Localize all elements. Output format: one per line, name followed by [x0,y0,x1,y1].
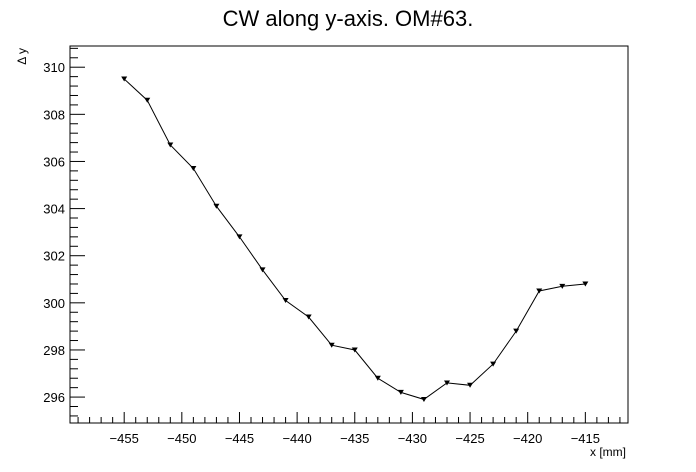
data-point [213,203,220,209]
chart-title: CW along y-axis. OM#63. [223,6,474,31]
x-axis-label: x [mm] [590,445,626,459]
data-point [582,281,589,287]
data-point [259,267,266,273]
data-series [121,76,589,402]
data-point [443,380,450,386]
data-point [144,97,151,103]
x-tick-label: −430 [398,431,427,446]
y-tick-label: 302 [43,249,65,264]
data-point [282,297,289,303]
y-axis-label: Δ y [15,48,29,65]
data-point [536,288,543,294]
data-point [351,347,358,353]
x-tick-label: −425 [455,431,484,446]
x-tick-label: −455 [110,431,139,446]
data-point [467,382,474,388]
x-tick-label: −450 [167,431,196,446]
x-axis: −455 −450 −445 −440 −435 −430 −425 −420 −415 [77,412,621,446]
data-point [420,396,427,402]
data-point [374,375,381,381]
x-tick-label: −435 [340,431,369,446]
y-tick-label: 308 [43,107,65,122]
data-point [167,142,174,148]
y-tick-label: 298 [43,343,65,358]
data-point [397,389,404,395]
data-point [328,342,335,348]
y-tick-label: 304 [43,202,65,217]
x-tick-label: −440 [282,431,311,446]
data-point [121,76,128,82]
y-tick-label: 310 [43,60,65,75]
data-point [305,314,312,320]
y-axis: 296 298 300 302 304 306 308 310 [43,47,85,417]
data-point [490,361,497,367]
x-tick-label: −420 [513,431,542,446]
data-point [559,283,566,289]
x-tick-label: −445 [225,431,254,446]
y-tick-label: 300 [43,296,65,311]
plot-frame [69,45,629,424]
data-point [236,234,243,240]
y-tick-label: 296 [43,390,65,405]
data-point [190,166,197,172]
data-point [513,328,520,334]
x-tick-label: −415 [571,431,600,446]
y-tick-label: 306 [43,154,65,169]
